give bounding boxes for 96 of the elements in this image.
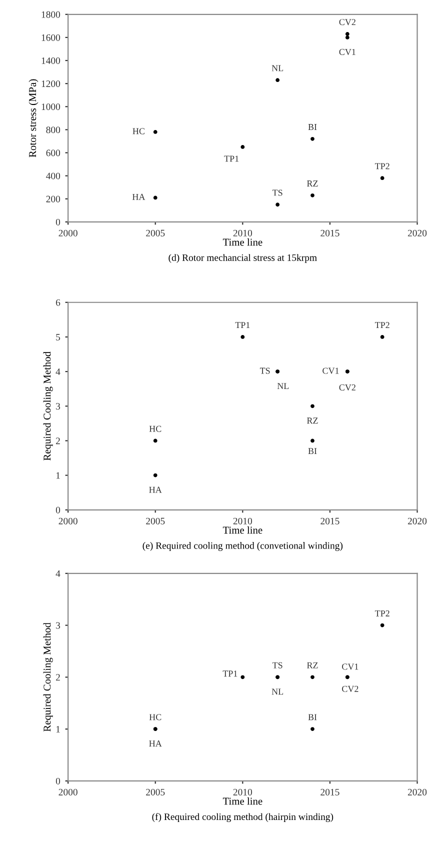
x-axis-title: Time line — [222, 526, 262, 534]
y-tick-label: 1400 — [42, 57, 60, 64]
y-tick-label: 2 — [56, 674, 60, 681]
x-tick-label: 2005 — [146, 518, 165, 524]
point — [310, 438, 314, 443]
y-tick-label: 800 — [46, 126, 60, 134]
point — [240, 145, 245, 149]
annotation: CV2 — [339, 19, 356, 26]
annotation: NL — [277, 383, 289, 389]
point — [153, 438, 158, 443]
y-tick-label: 600 — [46, 150, 60, 156]
point — [276, 202, 280, 207]
y-tick-label: 3 — [56, 403, 60, 410]
y-tick-label: 0 — [56, 778, 60, 784]
annotation: TP1 — [222, 670, 238, 677]
y-tick-label: 0 — [56, 506, 60, 514]
annotation: NL — [272, 65, 284, 72]
point — [310, 404, 314, 408]
point — [310, 727, 314, 731]
annotation: BI — [308, 714, 317, 720]
y-tick-label: 6 — [56, 299, 60, 306]
annotation: CV1 — [339, 48, 356, 56]
annotation: CV2 — [339, 384, 356, 391]
x-axis-title: Time line — [222, 797, 262, 805]
annotation: TS — [272, 190, 282, 196]
point — [310, 675, 314, 680]
point — [310, 136, 314, 141]
y-tick-label: 400 — [46, 172, 60, 180]
point — [276, 78, 280, 82]
y-tick-label: 1800 — [42, 11, 60, 18]
y-axis-title: Rotor stress (MPa) — [28, 79, 38, 158]
point — [380, 335, 384, 339]
annotation: TP2 — [374, 322, 390, 328]
annotation: TP1 — [235, 322, 250, 328]
annotation: RZ — [306, 418, 318, 424]
x-tick-label: 2000 — [58, 230, 78, 236]
y-tick-label: 1 — [56, 726, 60, 732]
x-tick-label: 2015 — [320, 518, 340, 524]
x-tick-label: 2005 — [146, 230, 165, 236]
y-tick-label: 1000 — [42, 104, 60, 110]
text: (d) Rotor mechancial stress at 15krpm — [168, 254, 317, 263]
point — [240, 335, 245, 339]
annotation: HA — [132, 194, 146, 200]
x-tick-label: 2015 — [320, 788, 340, 796]
annotation: HC — [149, 714, 162, 720]
y-tick-label: 1200 — [42, 80, 60, 88]
annotation: NL — [272, 688, 284, 695]
y-tick-label: 1 — [56, 472, 60, 479]
annotation: BI — [308, 124, 317, 130]
x-tick-label: 2000 — [58, 518, 78, 524]
x-tick-label: 2020 — [408, 788, 427, 796]
point — [380, 176, 384, 180]
point — [380, 623, 384, 628]
x-tick-label: 2020 — [408, 230, 427, 236]
x-tick-label: 2005 — [146, 788, 165, 796]
annotation: CV1 — [342, 664, 358, 670]
text: (e) Required cooling method (convetional winding) — [142, 542, 343, 551]
point — [153, 473, 158, 478]
annotation: TS — [272, 662, 282, 668]
annotation: HA — [149, 486, 162, 493]
annotation: TS — [260, 368, 270, 374]
x-tick-label: 2020 — [408, 518, 427, 524]
point — [345, 36, 350, 40]
annotation: TP2 — [374, 610, 390, 616]
x-tick-label: 2010 — [233, 788, 252, 796]
y-tick-label: 2 — [56, 438, 60, 444]
annotation: HA — [149, 740, 162, 747]
y-tick-label: 200 — [46, 196, 60, 202]
annotation: RZ — [306, 662, 318, 668]
point — [153, 130, 158, 134]
annotation: BI — [308, 448, 317, 454]
annotation: CV2 — [342, 686, 358, 692]
y-tick-label: 4 — [56, 368, 60, 375]
y-tick-label: 1600 — [42, 34, 60, 41]
y-tick-label: 3 — [56, 622, 60, 629]
y-axis-title: Required Cooling Method — [43, 622, 53, 732]
x-tick-label: 2015 — [320, 230, 340, 236]
point — [153, 196, 158, 200]
x-tick-label: 2010 — [233, 518, 252, 524]
annotation: TP2 — [374, 163, 390, 170]
annotation: TP1 — [224, 156, 239, 162]
x-axis-title: Time line — [222, 238, 262, 246]
annotation: HC — [149, 426, 162, 432]
y-axis-title: Required Cooling Method — [43, 352, 53, 461]
point — [310, 193, 314, 198]
annotation: HC — [132, 128, 144, 134]
annotation: RZ — [306, 180, 318, 186]
y-tick-label: 4 — [56, 570, 60, 577]
text: (f) Required cooling method (hairpin winding) — [152, 813, 334, 822]
y-tick-label: 0 — [56, 218, 60, 226]
x-tick-label: 2000 — [58, 788, 78, 796]
y-tick-label: 5 — [56, 334, 60, 340]
x-tick-label: 2010 — [233, 230, 252, 236]
point — [240, 675, 245, 680]
annotation: CV1 — [322, 368, 339, 374]
point — [345, 32, 350, 36]
